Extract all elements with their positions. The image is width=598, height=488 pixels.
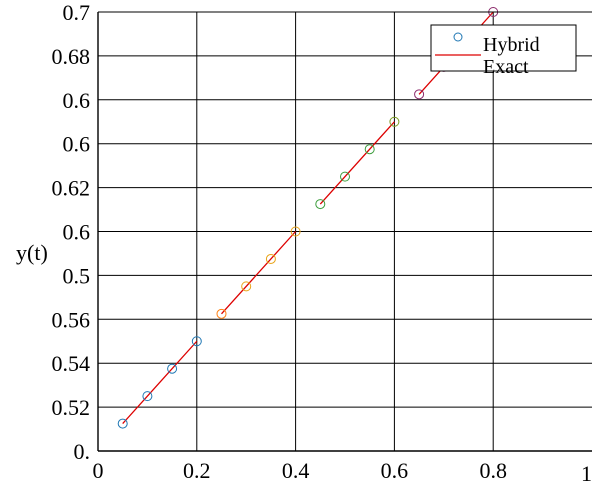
x-tick-label: 0.2 (183, 458, 211, 483)
x-tick-label: 0.8 (479, 458, 507, 483)
y-tick-label: 0.68 (52, 44, 91, 69)
y-tick-label: 0.5 (63, 263, 91, 288)
hybrid-data-point (241, 281, 252, 292)
grid-lines (98, 12, 592, 451)
x-tick-label: 0.6 (381, 458, 409, 483)
hybrid-data-point (340, 171, 350, 182)
legend-box (430, 24, 577, 72)
hybrid-data-point (364, 144, 375, 155)
y-tick-label: 0.6 (63, 132, 91, 157)
x-tick-label: 1 (581, 461, 592, 483)
x-tick-label: 0.4 (282, 458, 310, 483)
hybrid-data-point (315, 199, 326, 210)
exact-line-segment (122, 340, 198, 424)
hybrid-data-point (216, 308, 227, 319)
y-tick-label: 0.54 (52, 351, 91, 376)
legend-label: Hybrid (483, 34, 540, 56)
legend-hybrid-marker (453, 32, 463, 42)
exact-line-segment (319, 121, 395, 205)
x-tick-labels: 0 0.2 0.4 0.6 0.8 1 (93, 458, 593, 486)
y-tick-label: 0.52 (52, 395, 91, 420)
hybrid-data-point (290, 226, 301, 237)
axes (97, 11, 592, 452)
hybrid-series-markers (117, 7, 499, 429)
hybrid-data-point (167, 363, 178, 374)
y-axis-label: y(t) (16, 240, 48, 265)
y-tick-label: 0.56 (52, 307, 91, 332)
y-tick-label: 0.62 (52, 176, 91, 201)
exact-line-segment (221, 231, 297, 315)
hybrid-data-point (142, 391, 153, 402)
x-tick-label: 0 (93, 458, 104, 483)
y-tick-label: 0. (74, 439, 91, 464)
y-tick-label: 0.6 (63, 88, 91, 113)
y-tick-label: 0.6 (63, 220, 91, 245)
y-tick-label: 0.7 (63, 0, 91, 25)
hybrid-data-point (414, 89, 425, 100)
hybrid-data-point (191, 336, 202, 347)
hybrid-data-point (265, 253, 276, 264)
legend-label: Exact (483, 56, 529, 78)
hybrid-data-point (389, 116, 400, 127)
y-tick-labels: 0. 0.52 0.54 0.56 0.5 0.6 0.62 0.6 0.6 0.68 0.7 (52, 0, 91, 464)
hybrid-data-point (117, 418, 128, 429)
